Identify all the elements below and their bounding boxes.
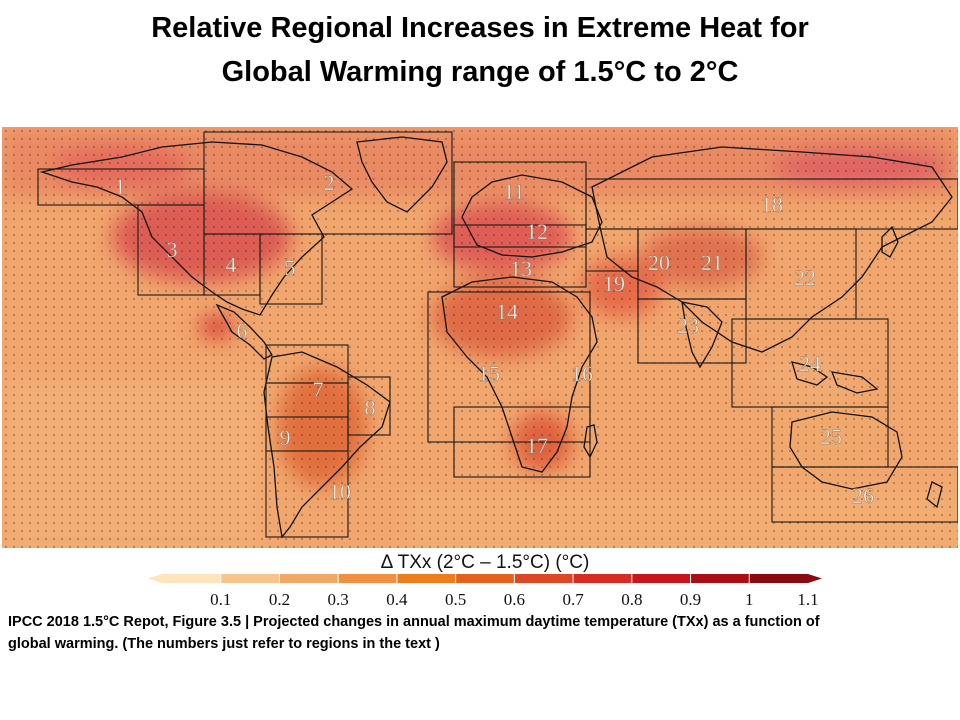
- title-line-2: Global Warming range of 1.5°C to 2°C: [221, 56, 739, 88]
- colorbar-tick-label: 0.2: [269, 590, 290, 608]
- colorbar-tick-label: 0.4: [386, 590, 408, 608]
- region-label: 25: [820, 424, 842, 449]
- colorbar-arrow-high: [808, 574, 822, 583]
- colorbar-segment: [338, 574, 398, 583]
- colorbar-tick-label: 0.5: [445, 590, 466, 608]
- region-label: 5: [285, 255, 296, 280]
- colorbar-tick-label: 0.1: [210, 590, 231, 608]
- region-label: 7: [313, 377, 324, 402]
- region-label-group: 1 2 3 4 5 6 7 8 9 10 11 12 13 14 15 16 1…: [114, 170, 874, 508]
- region-label: 4: [226, 252, 237, 277]
- region-label: 2: [324, 170, 335, 195]
- colorbar-label: Δ TXx (2°C – 1.5°C) (°C): [381, 552, 590, 573]
- colorbar-tick-label: 0.3: [328, 590, 349, 608]
- region-label: 1: [115, 174, 126, 199]
- colorbar-segment: [749, 574, 809, 583]
- colorbar-segment: [631, 574, 692, 583]
- region-label: 9: [280, 425, 291, 450]
- region-label: 15: [478, 361, 500, 386]
- colorbar-segment: [514, 574, 574, 583]
- colorbar-tick-label: 1: [745, 590, 754, 608]
- region-label: 6: [237, 318, 248, 343]
- caption-line-2: global warming. (The numbers just refer …: [8, 636, 440, 652]
- colorbar-arrow-low: [148, 574, 162, 583]
- region-boxes: [37, 131, 958, 538]
- region-label: 3: [167, 237, 178, 262]
- colorbar-segment: [279, 574, 339, 583]
- colorbar-segment: [220, 574, 280, 583]
- region-label: 19: [603, 271, 625, 296]
- slide-title: Relative Regional Increases in Extreme H…: [0, 6, 960, 94]
- colorbar-segment: [573, 574, 633, 583]
- region-label: 20: [648, 250, 670, 275]
- figure-caption: IPCC 2018 1.5°C Repot, Figure 3.5 | Proj…: [8, 611, 952, 655]
- world-map-panel: 1 2 3 4 5 6 7 8 9 10 11 12 13 14 15 16 1…: [2, 127, 958, 548]
- region-label: 16: [571, 361, 593, 386]
- region-label: 17: [526, 433, 548, 458]
- region-label: 13: [510, 256, 532, 281]
- world-map: 1 2 3 4 5 6 7 8 9 10 11 12 13 14 15 16 1…: [2, 127, 958, 548]
- colorbar-segments: [148, 574, 822, 583]
- region-label: 11: [503, 179, 524, 204]
- colorbar-segment: [690, 574, 750, 583]
- colorbar-tick-label: 1.1: [797, 590, 818, 608]
- region-label: 26: [852, 483, 874, 508]
- colorbar: Δ TXx (2°C – 1.5°C) (°C) 0.1 0.2 0.3 0.4 0.5…: [140, 548, 830, 609]
- colorbar-tick-label: 0.9: [680, 590, 701, 608]
- region-label: 21: [701, 250, 723, 275]
- colorbar-tick-label: 0.7: [562, 590, 584, 608]
- region-label: 24: [799, 351, 821, 376]
- region-label: 22: [794, 265, 816, 290]
- region-label: 8: [365, 395, 376, 420]
- significance-stippling: [2, 127, 958, 548]
- title-line-1: Relative Regional Increases in Extreme H…: [151, 12, 809, 44]
- colorbar-tick-label: 0.6: [504, 590, 525, 608]
- region-label: 18: [761, 192, 783, 217]
- region-label: 23: [677, 313, 699, 338]
- colorbar-svg: Δ TXx (2°C – 1.5°C) (°C) 0.1 0.2 0.3 0.4 0.5…: [148, 552, 822, 609]
- region-label: 14: [496, 299, 518, 324]
- region-label: 12: [526, 219, 548, 244]
- colorbar-segment: [162, 574, 222, 583]
- colorbar-tick-label: 0.8: [621, 590, 642, 608]
- colorbar-ticks: 0.1 0.2 0.3 0.4 0.5 0.6 0.7 0.8 0.9 1 1.1: [210, 590, 819, 609]
- caption-line-1: IPCC 2018 1.5°C Repot, Figure 3.5 | Proj…: [8, 614, 820, 630]
- colorbar-segment: [455, 574, 515, 583]
- colorbar-segment: [396, 574, 457, 583]
- region-label: 10: [329, 479, 351, 504]
